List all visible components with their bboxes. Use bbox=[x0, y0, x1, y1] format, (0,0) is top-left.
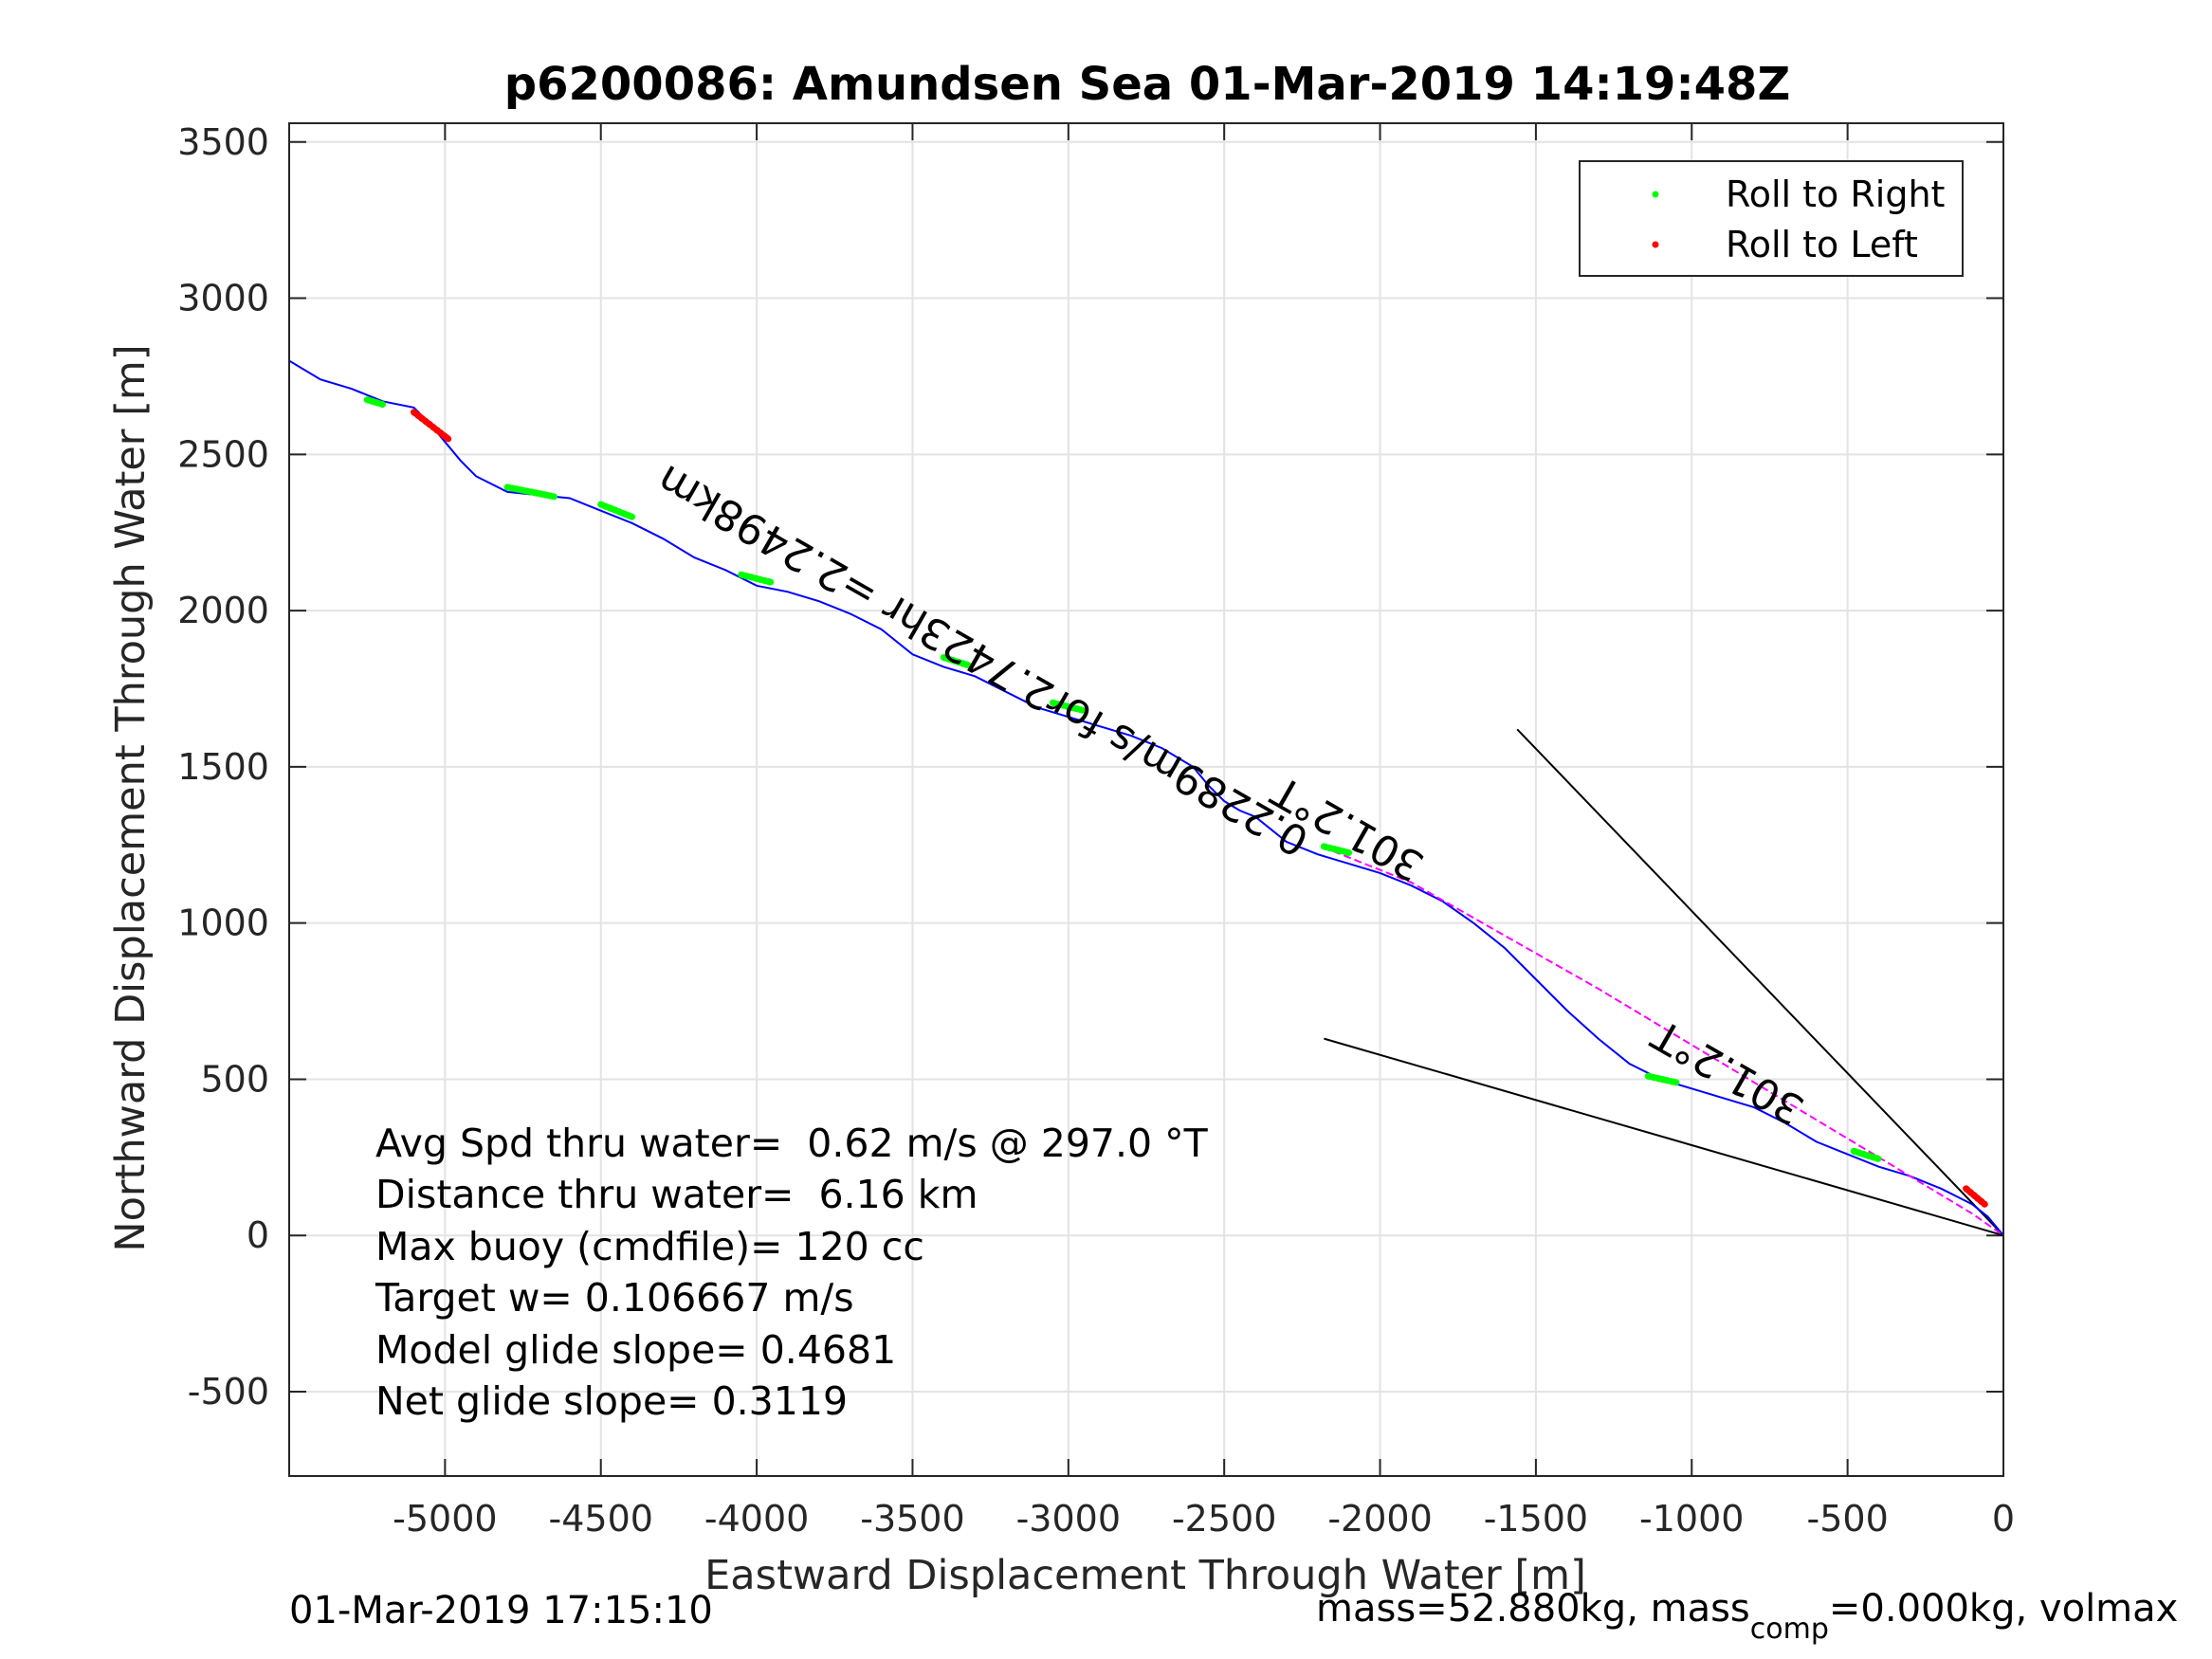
cone-line bbox=[1324, 1037, 2004, 1237]
y-tick-label: 3000 bbox=[177, 278, 269, 319]
y-tick-label: 1000 bbox=[177, 902, 269, 944]
legend-label-roll-left: Roll to Left bbox=[1726, 224, 1918, 265]
axis-ticks bbox=[289, 123, 2004, 1476]
roll-to-right-points bbox=[738, 571, 776, 586]
roll-to-right-points bbox=[1644, 1072, 1680, 1086]
x-tick-label: -4000 bbox=[704, 1498, 809, 1540]
stat-target-w: Target w= 0.106667 m/s bbox=[375, 1275, 854, 1321]
footer-mass-sub: comp bbox=[1750, 1613, 1829, 1646]
x-tick-label: -1500 bbox=[1484, 1498, 1588, 1540]
legend-marker-roll-left bbox=[1652, 241, 1659, 248]
x-axis-label: Eastward Displacement Through Water [m] bbox=[704, 1552, 1586, 1599]
roll-to-left-points bbox=[1963, 1185, 1988, 1208]
x-tick-label: -4500 bbox=[549, 1498, 653, 1540]
roll-to-right-points bbox=[1850, 1147, 1882, 1162]
footer-mass-suffix: =0.000kg, volmax bbox=[1829, 1587, 2178, 1631]
roll-to-right-points bbox=[940, 654, 973, 669]
x-tick-label: -5000 bbox=[393, 1498, 497, 1540]
footer-mass-info: mass=52.880kg, masscomp=0.000kg, volmax bbox=[1316, 1587, 2178, 1646]
legend-box bbox=[1579, 160, 1964, 277]
x-tick-label: 0 bbox=[1992, 1498, 2015, 1540]
stats-block: Avg Spd thru water= 0.62 m/s @ 297.0 °T … bbox=[375, 1121, 1209, 1424]
y-axis-label: Northward Displacement Through Water [m] bbox=[107, 344, 155, 1251]
stat-net-glide-slope: Net glide slope= 0.3119 bbox=[375, 1378, 848, 1424]
x-tick-label: -3500 bbox=[860, 1498, 964, 1540]
y-tick-label: 2500 bbox=[177, 433, 269, 475]
plot-frame bbox=[288, 122, 2004, 1477]
x-tick-label: -2500 bbox=[1172, 1498, 1276, 1540]
cone-line bbox=[1516, 728, 2004, 1236]
y-tick-label: -500 bbox=[188, 1371, 269, 1413]
stat-distance: Distance thru water= 6.16 km bbox=[375, 1172, 978, 1217]
x-tick-label: -3000 bbox=[1016, 1498, 1121, 1540]
footer-timestamp: 01-Mar-2019 17:15:10 bbox=[289, 1589, 713, 1632]
plot-area bbox=[289, 123, 2003, 1476]
roll-to-left-points bbox=[411, 409, 452, 443]
stat-model-glide-slope: Model glide slope= 0.4681 bbox=[375, 1327, 896, 1373]
y-tick-label: 1500 bbox=[177, 746, 269, 788]
data-lines bbox=[288, 359, 2004, 1237]
y-tick-label: 3500 bbox=[177, 121, 269, 163]
stat-max-buoy: Max buoy (cmdfile)= 120 cc bbox=[375, 1224, 924, 1269]
x-tick-label: -2000 bbox=[1327, 1498, 1432, 1540]
legend-marker-roll-right bbox=[1652, 191, 1659, 198]
y-tick-labels: -500 0 500 1000 1500 2000 2500 3000 3500 bbox=[177, 121, 269, 1413]
y-tick-label: 2000 bbox=[177, 590, 269, 631]
footer-mass-prefix: mass=52.880kg, mass bbox=[1316, 1587, 1750, 1631]
legend-label-roll-right: Roll to Right bbox=[1726, 173, 1945, 215]
y-tick-label: 500 bbox=[200, 1058, 269, 1100]
roll-to-right-points bbox=[363, 396, 387, 409]
roll-to-right-points bbox=[1049, 699, 1088, 715]
stat-avg-speed: Avg Spd thru water= 0.62 m/s @ 297.0 °T bbox=[375, 1121, 1209, 1166]
model-track-line bbox=[1332, 849, 2004, 1237]
x-tick-labels: -5000 -4500 -4000 -3500 -3000 -2500 -2000 -1500… bbox=[393, 1498, 2015, 1540]
chart-title: p6200086: Amundsen Sea 01-Mar-2019 14:19… bbox=[504, 58, 1791, 111]
roll-to-right-points bbox=[597, 501, 636, 520]
roll-to-right-points bbox=[1320, 843, 1353, 856]
x-tick-label: -500 bbox=[1807, 1498, 1889, 1540]
x-tick-label: -1000 bbox=[1639, 1498, 1744, 1540]
legend: Roll to Right Roll to Left bbox=[1579, 160, 1964, 277]
roll-to-right-points bbox=[503, 483, 558, 501]
y-tick-label: 0 bbox=[247, 1214, 269, 1256]
